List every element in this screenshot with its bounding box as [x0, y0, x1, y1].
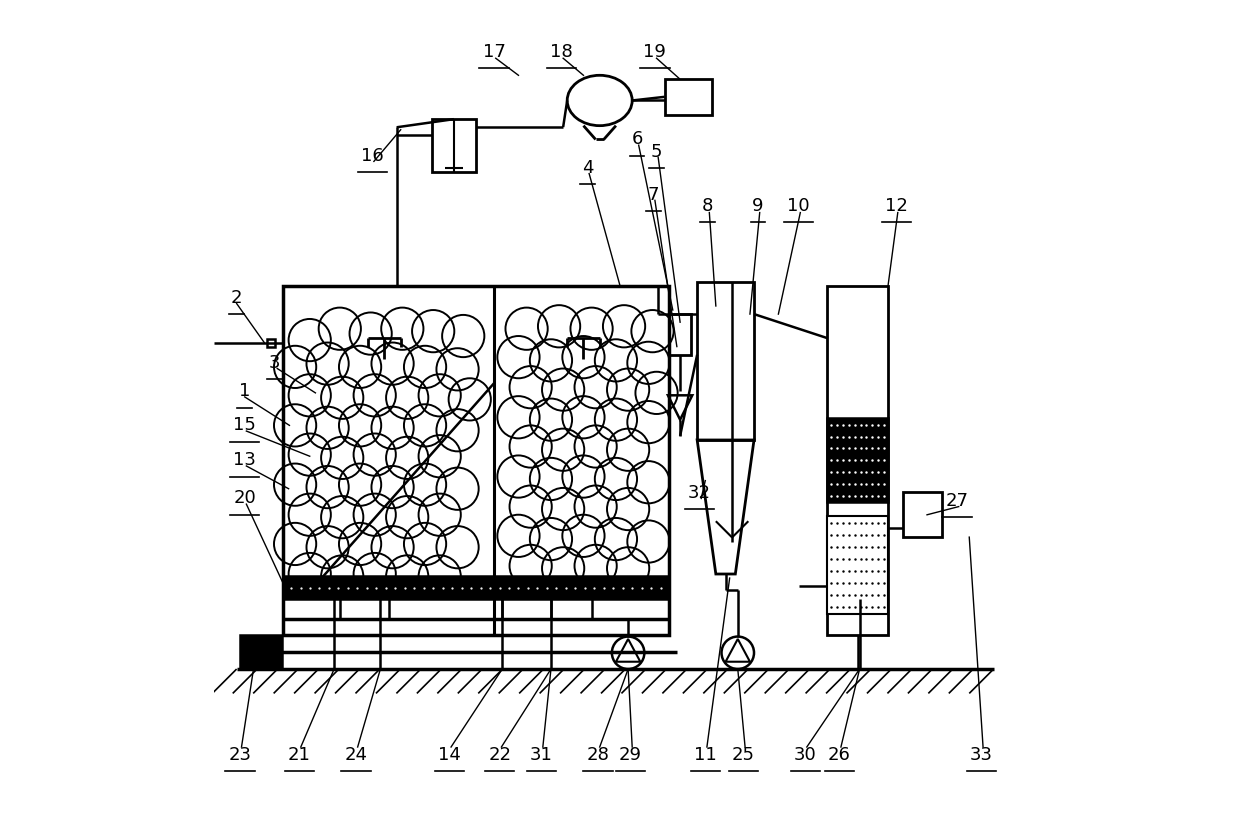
- Text: 25: 25: [732, 746, 755, 764]
- Text: 14: 14: [438, 746, 461, 764]
- Bar: [903, 492, 941, 537]
- Text: 12: 12: [884, 197, 908, 215]
- Text: 33: 33: [970, 746, 993, 764]
- Bar: [239, 635, 283, 669]
- Bar: [541, 584, 562, 597]
- Text: 5: 5: [651, 143, 662, 161]
- Text: 23: 23: [228, 746, 252, 764]
- Bar: [283, 576, 668, 599]
- Text: 32: 32: [688, 484, 711, 502]
- Text: 29: 29: [619, 746, 642, 764]
- Text: 30: 30: [794, 746, 817, 764]
- Text: 31: 31: [529, 746, 553, 764]
- Text: 28: 28: [587, 746, 610, 764]
- Bar: [827, 286, 888, 635]
- Bar: [283, 286, 668, 635]
- Text: 24: 24: [345, 746, 367, 764]
- Text: 8: 8: [702, 197, 713, 215]
- Text: 11: 11: [694, 746, 717, 764]
- Text: 3: 3: [269, 354, 280, 372]
- Text: 1: 1: [239, 382, 250, 400]
- Text: 22: 22: [489, 746, 511, 764]
- Text: 10: 10: [787, 197, 810, 215]
- Text: 26: 26: [828, 746, 851, 764]
- Text: 19: 19: [644, 42, 666, 61]
- Bar: [330, 584, 351, 597]
- Bar: [432, 119, 476, 172]
- Bar: [582, 584, 603, 597]
- Text: 2: 2: [231, 289, 242, 307]
- Text: 17: 17: [482, 42, 506, 61]
- Text: 13: 13: [233, 452, 257, 469]
- Text: 18: 18: [551, 42, 573, 61]
- Text: 21: 21: [288, 746, 310, 764]
- Text: 6: 6: [631, 130, 642, 148]
- Text: 20: 20: [233, 490, 257, 508]
- Text: 15: 15: [233, 416, 257, 434]
- Bar: [827, 418, 888, 502]
- Bar: [697, 282, 754, 440]
- Text: 9: 9: [753, 197, 764, 215]
- Bar: [665, 78, 712, 115]
- Bar: [668, 314, 692, 355]
- Bar: [827, 516, 888, 614]
- Text: 4: 4: [582, 159, 593, 177]
- Text: 27: 27: [946, 492, 968, 510]
- Text: 7: 7: [647, 186, 658, 204]
- Text: 16: 16: [361, 147, 383, 165]
